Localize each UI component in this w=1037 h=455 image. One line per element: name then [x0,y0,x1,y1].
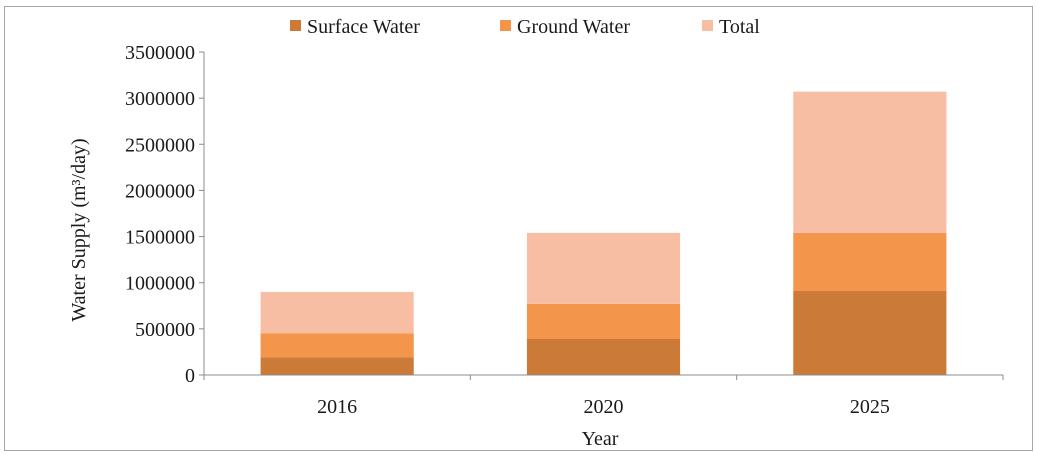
bar-total-2025 [793,91,947,233]
x-axis-label: Year [582,428,619,450]
legend-swatch [500,20,511,31]
bar-surface-water-2016 [260,357,414,375]
legend-label: Total [719,16,760,38]
y-tick-label: 1500000 [125,227,195,249]
bar-ground-water-2020 [526,303,681,340]
legend: Surface Water Ground Water Total [290,16,760,38]
y-tick-label: 2500000 [125,134,195,156]
bar-total-2020 [526,232,681,304]
bar-ground-water-2016 [260,333,414,358]
bar-surface-water-2025 [793,291,947,375]
y-tick-label: 2000000 [125,180,195,202]
y-tick-label: 0 [185,365,195,387]
x-tick-label: 2016 [317,396,357,418]
x-tick-label: 2020 [584,396,624,418]
x-axis: 2016 2020 2025 [203,374,1004,418]
legend-swatch [702,20,713,31]
x-tick-label: 2025 [850,396,890,418]
legend-swatch [290,20,301,31]
y-tick-label: 1000000 [125,273,195,295]
y-tick-label: 3500000 [125,42,195,64]
bar-surface-water-2020 [526,339,681,375]
y-axis-label: Water Supply (m³/day) [68,138,90,321]
bar-total-2016 [260,291,414,334]
legend-label: Ground Water [517,16,630,38]
legend-label: Surface Water [307,16,420,38]
y-tick-label: 3000000 [125,88,195,110]
bars [260,91,947,375]
bar-ground-water-2025 [793,232,947,292]
y-axis: 0 500000 1000000 1500000 2000000 2500000 30000… [125,42,205,387]
y-tick-label: 500000 [135,319,195,341]
